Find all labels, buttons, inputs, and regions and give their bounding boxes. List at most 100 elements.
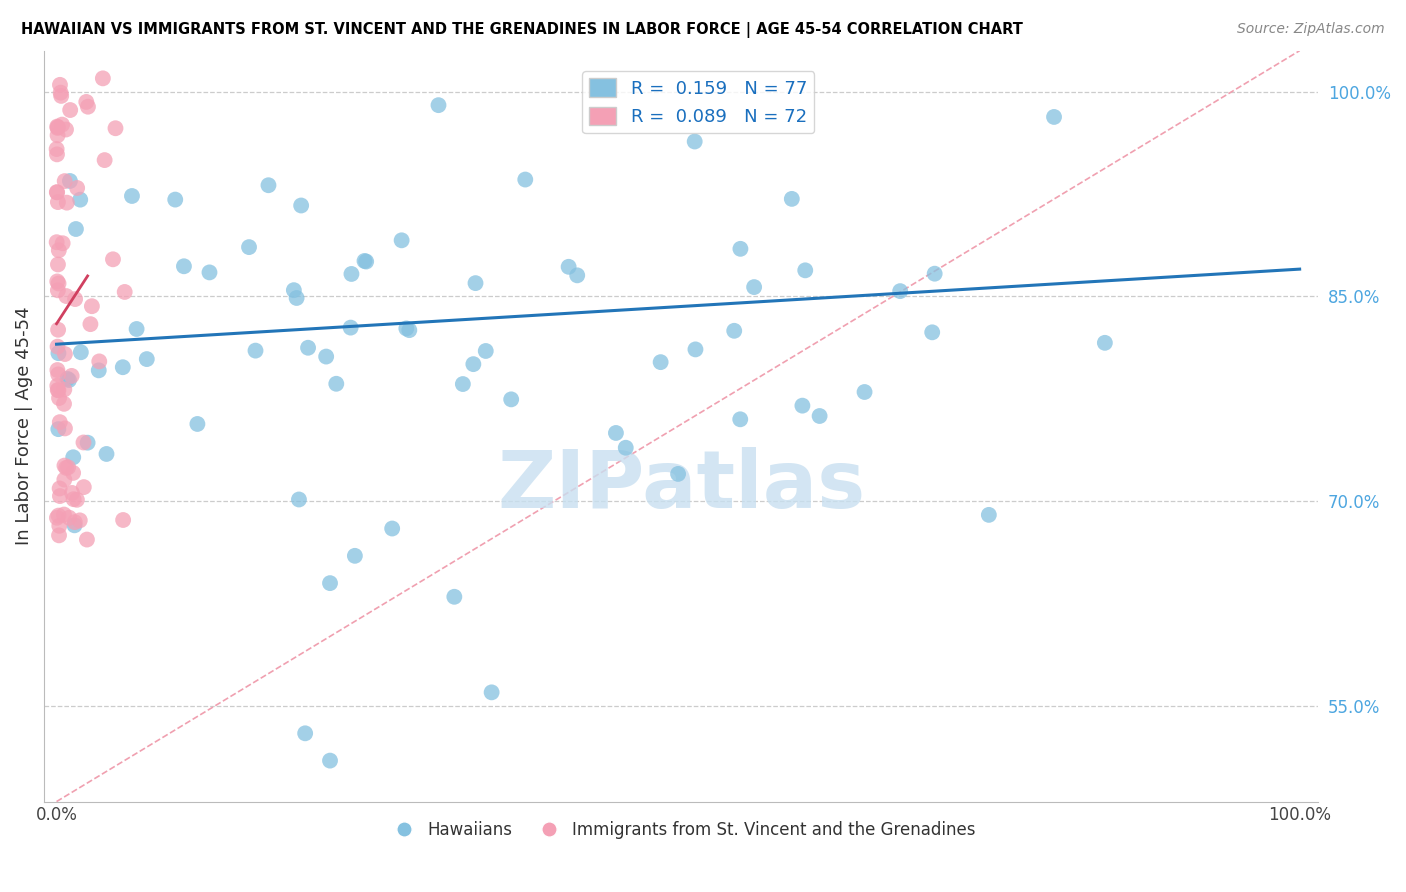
Point xyxy=(49,415,72,429)
Point xyxy=(443,590,465,604)
Point xyxy=(63,518,86,533)
Point xyxy=(45,142,67,156)
Point xyxy=(53,473,76,487)
Point xyxy=(853,384,876,399)
Point xyxy=(65,222,87,236)
Point xyxy=(66,181,89,195)
Point xyxy=(245,343,267,358)
Point xyxy=(290,198,312,212)
Point xyxy=(474,343,496,358)
Point xyxy=(165,193,187,207)
Point xyxy=(60,486,83,500)
Point xyxy=(46,422,69,436)
Point xyxy=(889,284,911,298)
Point xyxy=(77,100,100,114)
Point xyxy=(924,267,946,281)
Point xyxy=(46,283,69,297)
Point xyxy=(339,320,361,334)
Point xyxy=(353,254,375,268)
Point xyxy=(80,299,103,313)
Point xyxy=(921,326,943,340)
Point xyxy=(427,98,450,112)
Point xyxy=(48,518,70,533)
Point xyxy=(614,441,637,455)
Point xyxy=(60,368,83,383)
Point xyxy=(58,373,80,387)
Point xyxy=(605,425,627,440)
Point xyxy=(325,376,347,391)
Point xyxy=(46,257,69,271)
Point xyxy=(49,489,72,503)
Point xyxy=(567,268,589,283)
Point xyxy=(59,103,82,117)
Point xyxy=(742,280,765,294)
Point xyxy=(685,343,707,357)
Point xyxy=(398,323,420,337)
Point xyxy=(288,492,311,507)
Point xyxy=(52,236,75,251)
Point xyxy=(69,193,91,207)
Point xyxy=(62,450,84,465)
Point xyxy=(354,254,377,268)
Point xyxy=(87,363,110,377)
Point xyxy=(1094,335,1116,350)
Point xyxy=(198,265,221,279)
Point xyxy=(285,291,308,305)
Point xyxy=(66,492,89,507)
Point xyxy=(63,292,86,306)
Point xyxy=(48,346,70,360)
Point xyxy=(72,435,94,450)
Point xyxy=(101,252,124,267)
Point xyxy=(63,515,86,529)
Point xyxy=(53,508,76,522)
Point xyxy=(55,122,77,136)
Point xyxy=(49,78,72,92)
Point xyxy=(46,120,69,135)
Point xyxy=(515,172,537,186)
Point xyxy=(451,377,474,392)
Point xyxy=(76,533,98,547)
Point xyxy=(93,153,115,167)
Point xyxy=(76,435,98,450)
Text: Source: ZipAtlas.com: Source: ZipAtlas.com xyxy=(1237,22,1385,37)
Point xyxy=(46,383,69,397)
Point xyxy=(723,324,745,338)
Point xyxy=(56,195,79,210)
Y-axis label: In Labor Force | Age 45-54: In Labor Force | Age 45-54 xyxy=(15,307,32,545)
Point xyxy=(111,360,134,375)
Point xyxy=(46,195,69,210)
Point xyxy=(1043,110,1066,124)
Point xyxy=(79,317,101,331)
Point xyxy=(48,508,70,523)
Point xyxy=(501,392,523,407)
Point xyxy=(780,192,803,206)
Point xyxy=(59,174,82,188)
Point xyxy=(297,341,319,355)
Point xyxy=(62,466,84,480)
Point xyxy=(48,383,70,397)
Text: ZIPatlas: ZIPatlas xyxy=(498,447,865,525)
Point xyxy=(125,322,148,336)
Legend: Hawaiians, Immigrants from St. Vincent and the Grenadines: Hawaiians, Immigrants from St. Vincent a… xyxy=(380,814,983,846)
Point xyxy=(53,347,76,361)
Point xyxy=(53,397,76,411)
Point xyxy=(46,186,69,200)
Point xyxy=(46,147,69,161)
Point xyxy=(51,89,73,103)
Point xyxy=(46,274,69,288)
Point xyxy=(45,510,67,524)
Point xyxy=(55,289,77,303)
Point xyxy=(46,363,69,377)
Point xyxy=(45,185,67,199)
Point xyxy=(56,372,79,386)
Point xyxy=(792,399,814,413)
Point xyxy=(73,480,96,494)
Point xyxy=(343,549,366,563)
Point xyxy=(794,263,817,277)
Point xyxy=(55,461,77,475)
Point xyxy=(464,276,486,290)
Point xyxy=(112,513,135,527)
Point xyxy=(481,685,503,699)
Point xyxy=(808,409,831,423)
Point xyxy=(340,267,363,281)
